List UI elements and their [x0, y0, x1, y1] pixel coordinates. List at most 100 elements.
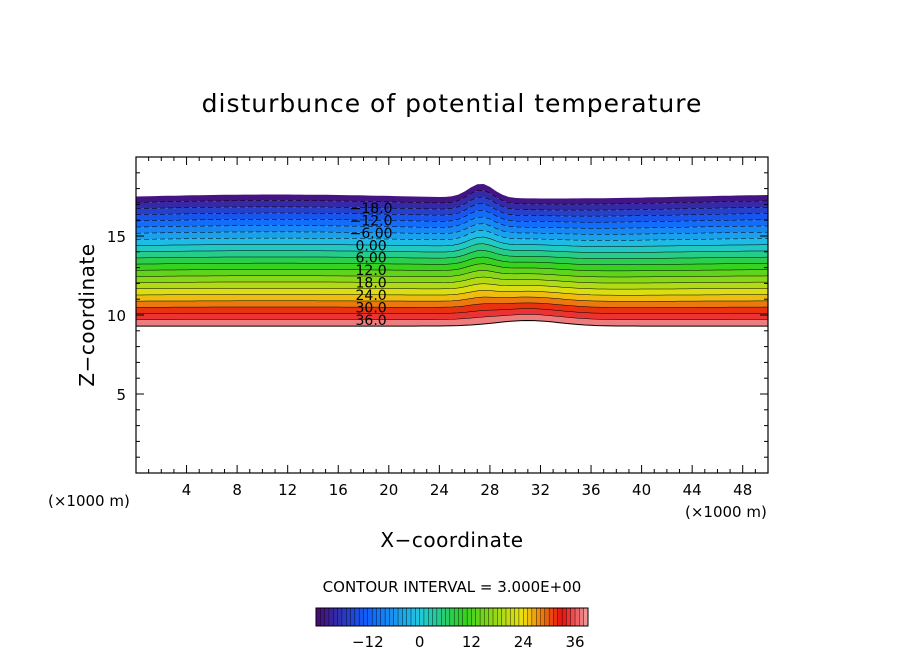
colorbar-cell — [475, 607, 481, 627]
x-tick-label: 24 — [430, 481, 449, 499]
x-tick-label: 8 — [232, 481, 242, 499]
colorbar-cell — [315, 607, 321, 627]
colorbar-cell — [453, 607, 459, 627]
x-axis-label: X−coordinate — [380, 528, 523, 552]
y-axis-ticks: 5 10 15 — [107, 156, 768, 474]
contour-band — [136, 308, 768, 320]
contour-interval-label: CONTOUR INTERVAL = 3.000E+00 — [323, 578, 582, 596]
colorbar-cell — [333, 607, 339, 627]
colorbar-tick-label: 0 — [415, 633, 425, 651]
contour-band — [136, 250, 768, 265]
chart-title: disturbunce of potential temperature — [202, 89, 703, 118]
colorbar-cell — [367, 607, 373, 627]
x-tick-label: 40 — [632, 481, 651, 499]
colorbar-cell — [540, 607, 546, 627]
colorbar-cell — [419, 607, 425, 627]
contour-band — [136, 270, 768, 284]
colorbar-cell — [428, 607, 434, 627]
colorbar-cell — [523, 607, 529, 627]
contour-label: 24.0 — [356, 288, 387, 304]
colorbar-frame — [315, 607, 589, 627]
colorbar-cell — [410, 607, 416, 627]
colorbar-cell — [350, 607, 356, 627]
contour-band — [136, 244, 768, 259]
colorbar-cell — [397, 607, 403, 627]
colorbar-cell — [354, 607, 360, 627]
x-tick-label: 12 — [278, 481, 297, 499]
contour-band — [136, 230, 768, 247]
colorbar-cell — [570, 607, 576, 627]
colorbar-tick-label: 36 — [566, 633, 585, 651]
x-tick-label: 4 — [182, 481, 192, 499]
colorbar-cell — [510, 607, 516, 627]
contour-band — [136, 277, 768, 290]
colorbar-cell — [527, 607, 533, 627]
colorbar-cell — [462, 607, 468, 627]
colorbar-cell — [423, 607, 429, 627]
colorbar-cell — [501, 607, 507, 627]
colorbar-cell — [518, 607, 524, 627]
colorbar-tick-label: 24 — [514, 633, 533, 651]
y-tick-label: 10 — [107, 307, 126, 325]
contour-label: 12.0 — [356, 263, 387, 279]
colorbar-cell — [384, 607, 390, 627]
colorbar-cell — [371, 607, 377, 627]
contour-label: 36.0 — [356, 313, 387, 329]
contour-line — [136, 319, 768, 327]
colorbar-cell — [346, 607, 352, 627]
colorbar-cell — [441, 607, 447, 627]
contour-band — [136, 197, 768, 217]
contour-label: 6.00 — [356, 251, 387, 267]
colorbar-cell — [497, 607, 503, 627]
contour-label: −18.0 — [350, 201, 393, 217]
contour-label: 18.0 — [356, 276, 387, 292]
colorbar-ticks: −12 0 12 24 36 — [352, 633, 585, 651]
colorbar-cell — [376, 607, 382, 627]
colorbar-cell — [415, 607, 421, 627]
contour-band — [136, 284, 768, 296]
contour-band — [136, 303, 768, 314]
colorbar-cell — [514, 607, 520, 627]
contour-band — [136, 257, 768, 272]
colorbar-tick-label: −12 — [352, 633, 384, 651]
x-axis-ticks: 4 8 12 16 20 24 28 32 36 40 44 48 — [135, 157, 769, 499]
colorbar-cell — [544, 607, 550, 627]
x-unit-left: (×1000 m) — [48, 492, 130, 510]
colorbar-cell — [531, 607, 537, 627]
contour-band — [136, 210, 768, 229]
contour-field — [136, 184, 768, 327]
contour-band — [136, 184, 768, 205]
contour-band — [136, 264, 768, 278]
colorbar-cell — [406, 607, 412, 627]
colorbar-cell — [363, 607, 369, 627]
contour-label: 0.00 — [356, 238, 387, 254]
colorbar-cell — [561, 607, 567, 627]
contour-band — [136, 217, 768, 235]
colorbar-cell — [449, 607, 455, 627]
contour-label: 30.0 — [356, 300, 387, 316]
colorbar-cell — [535, 607, 542, 627]
colorbar-cell — [492, 607, 498, 627]
x-tick-label: 32 — [531, 481, 550, 499]
colorbar-cell — [553, 607, 559, 627]
colorbar-cell — [320, 607, 326, 627]
colorbar-cell — [505, 607, 511, 627]
contour-band — [136, 237, 768, 253]
contour-label: −6.00 — [350, 226, 393, 242]
colorbar-cell — [471, 607, 477, 627]
colorbar-cell — [458, 607, 464, 627]
colorbar-cell — [557, 607, 563, 627]
y-tick-label: 15 — [107, 228, 126, 246]
colorbar-cell — [436, 607, 442, 627]
colorbar-cell — [479, 607, 485, 627]
contour-band — [136, 314, 768, 327]
colorbar-cell — [324, 607, 330, 627]
colorbar-cell — [445, 607, 451, 627]
contour-band — [136, 204, 768, 223]
x-tick-label: 16 — [329, 481, 348, 499]
colorbar-cell — [393, 607, 399, 627]
colorbar-cell — [432, 607, 438, 627]
colorbar-cell — [579, 607, 585, 627]
colorbar-cell — [341, 607, 347, 627]
colorbar-cell — [402, 607, 408, 627]
